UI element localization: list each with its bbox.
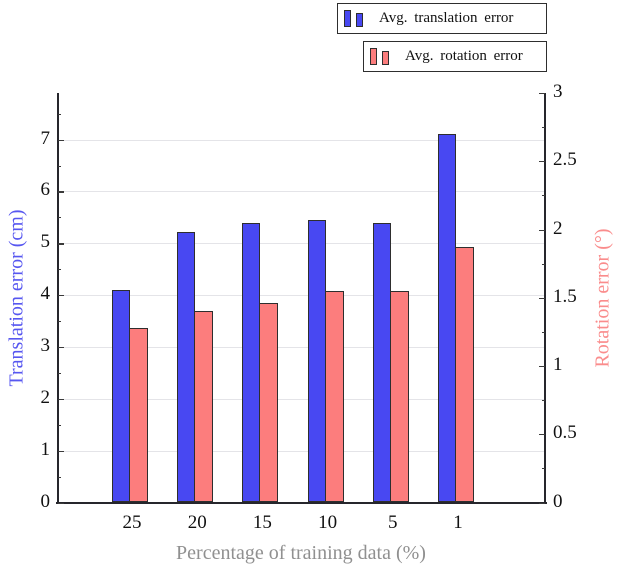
x-tick-label-25: 25 <box>122 511 142 533</box>
y-tick-label-right: 1.5 <box>553 285 577 307</box>
left-major-tick <box>57 139 64 141</box>
gridline <box>57 398 545 400</box>
y-tick-label-left: 7 <box>40 127 51 149</box>
x-tick-label-10: 10 <box>318 511 338 533</box>
y-tick-label-left: 0 <box>40 490 51 512</box>
left-axis-line <box>56 93 59 503</box>
right-major-tick <box>539 93 545 95</box>
right-minor-tick <box>541 195 545 197</box>
bar-translation-20 <box>177 231 196 503</box>
left-major-tick <box>57 398 64 401</box>
right-major-tick <box>539 502 545 504</box>
y-tick-label-left: 1 <box>40 438 51 460</box>
bar-rotation-25 <box>129 327 148 503</box>
left-major-tick <box>57 295 64 297</box>
gridline <box>57 243 545 245</box>
bottom-axis-line <box>56 501 547 504</box>
right-minor-tick <box>541 400 545 402</box>
left-axis-title: Translation error (cm) <box>5 209 28 387</box>
left-minor-tick <box>57 372 61 374</box>
gridline <box>57 346 545 348</box>
y-tick-label-right: 0 <box>553 490 563 512</box>
bar-translation-25 <box>112 289 130 503</box>
y-tick-label-right: 3 <box>553 81 563 103</box>
legend-item-translation: Avg. translation error <box>337 3 547 34</box>
left-minor-tick <box>57 165 61 167</box>
left-major-tick <box>57 191 64 193</box>
right-minor-tick <box>541 263 545 265</box>
translation-bars-icon <box>344 10 370 27</box>
bar-rotation-15 <box>259 303 279 503</box>
y-tick-label-right: 2.5 <box>553 149 577 171</box>
left-minor-tick <box>57 424 61 426</box>
y-tick-label-left: 3 <box>40 335 51 357</box>
bar-rotation-1 <box>455 247 474 503</box>
left-minor-tick <box>57 217 61 219</box>
left-major-tick <box>57 243 64 245</box>
legend-label-translation: Avg. translation error <box>379 10 514 26</box>
left-major-tick <box>57 450 64 452</box>
left-minor-tick <box>57 476 61 478</box>
bar-translation-5 <box>372 222 391 503</box>
right-axis-title: Rotation error (°) <box>591 228 614 368</box>
legend-item-rotation: Avg. rotation error <box>363 41 547 72</box>
left-major-tick <box>57 346 64 349</box>
right-major-tick <box>539 229 545 231</box>
gridline <box>57 191 545 193</box>
right-minor-tick <box>541 331 545 333</box>
right-minor-tick <box>541 468 545 470</box>
right-major-tick <box>539 366 545 368</box>
bar-rotation-20 <box>194 311 214 503</box>
y-tick-label-left: 6 <box>40 179 51 201</box>
right-minor-tick <box>541 127 545 129</box>
bar-translation-1 <box>438 134 456 503</box>
y-tick-label-left: 5 <box>40 231 51 253</box>
y-tick-label-right: 2 <box>553 217 563 239</box>
x-axis-title: Percentage of training data (%) <box>176 542 426 564</box>
y-tick-label-right: 0.5 <box>553 422 577 444</box>
left-minor-tick <box>57 113 61 115</box>
x-tick-label-20: 20 <box>187 511 207 533</box>
left-minor-tick <box>57 321 61 323</box>
bar-translation-15 <box>242 222 261 503</box>
gridline <box>57 295 545 297</box>
y-tick-label-left: 4 <box>40 283 51 305</box>
right-major-tick <box>539 434 545 436</box>
bar-translation-10 <box>307 219 326 503</box>
gridline <box>57 450 545 452</box>
left-major-tick <box>57 502 64 504</box>
bar-rotation-10 <box>324 290 344 503</box>
y-tick-label-left: 2 <box>40 386 51 408</box>
rotation-bars-icon <box>370 48 396 65</box>
x-tick-label-5: 5 <box>388 511 398 533</box>
bar-rotation-5 <box>389 290 409 503</box>
left-minor-tick <box>57 269 61 271</box>
right-major-tick <box>539 297 545 299</box>
x-tick-label-15: 15 <box>252 511 272 533</box>
y-tick-label-right: 1 <box>553 354 563 376</box>
x-tick-label-1: 1 <box>453 511 463 533</box>
right-major-tick <box>539 161 545 163</box>
right-axis-line <box>544 93 546 503</box>
legend-label-rotation: Avg. rotation error <box>405 48 523 64</box>
gridline <box>57 139 545 141</box>
